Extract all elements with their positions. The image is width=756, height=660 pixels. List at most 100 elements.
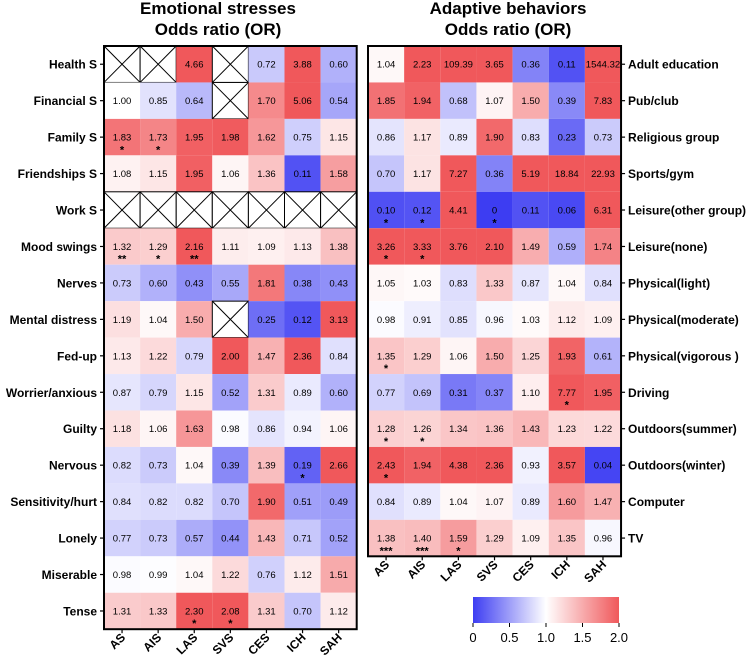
heatmap-cell <box>440 155 477 192</box>
heatmap-cell <box>320 337 357 375</box>
cell-value: 1.38 <box>329 242 348 253</box>
heatmap-cell <box>248 410 285 447</box>
cell-value: 3.57 <box>558 461 577 472</box>
cell-value: 0.37 <box>485 388 504 399</box>
cell-value: 1.04 <box>558 278 577 289</box>
cross-line <box>211 300 249 338</box>
cross-line <box>103 191 141 229</box>
heatmap-cell <box>440 301 477 338</box>
heatmap-cell <box>176 519 213 557</box>
cross-line <box>211 82 249 120</box>
cell-value: 4.38 <box>449 461 468 472</box>
cell-value: 1.15 <box>329 133 348 144</box>
heatmap-cell <box>248 374 285 411</box>
heatmap-cell <box>176 118 213 156</box>
cell-value: 0.70 <box>377 169 396 180</box>
cell-value: 1.13 <box>293 242 312 253</box>
cell-value: 1.03 <box>413 278 432 289</box>
heatmap-cell <box>584 82 622 119</box>
row-label: Religious group <box>628 131 719 145</box>
row-label: Leisure(none) <box>628 240 707 254</box>
heatmap-cell <box>512 483 549 520</box>
cell-value: 3.76 <box>449 242 468 253</box>
heatmap-cell <box>212 592 249 630</box>
cell-value: 5.06 <box>293 96 312 107</box>
cell-value: 0.84 <box>113 497 132 508</box>
cell-value: 1.12 <box>558 315 577 326</box>
cell-value: 1.81 <box>257 278 276 289</box>
column-label: LAS <box>174 630 201 657</box>
heatmap-cell <box>104 155 141 192</box>
cell-value: 0.85 <box>449 315 468 326</box>
significance-stars: * <box>565 400 570 412</box>
significance-stars: *** <box>416 545 430 557</box>
column-label: ICH <box>284 630 309 655</box>
row-label: Pub/club <box>628 94 679 108</box>
heatmap-cell <box>476 118 513 156</box>
heatmap-cell <box>440 483 477 520</box>
cell-value: 18.84 <box>555 169 579 180</box>
heatmap-cell <box>476 191 513 229</box>
heatmap-cell <box>284 264 321 302</box>
cell-value: 0.96 <box>485 315 504 326</box>
heatmap-cell <box>404 82 441 119</box>
cell-value: 0.54 <box>329 96 348 107</box>
cell-value: 1.25 <box>521 351 540 362</box>
significance-stars: * <box>120 144 125 156</box>
cell-value: 2.36 <box>293 351 312 362</box>
heatmap-cell <box>320 446 357 484</box>
cell-value: 0.31 <box>449 388 468 399</box>
heatmap-cell <box>284 228 321 265</box>
heatmap-cell <box>284 410 321 447</box>
cell-value: 1.00 <box>113 96 132 107</box>
cell-value: 0.10 <box>377 206 396 217</box>
cell-value: 1.07 <box>485 497 504 508</box>
cell-value: 2.36 <box>485 461 504 472</box>
row-label: Physical(moderate) <box>628 313 739 327</box>
heatmap-cell <box>104 446 141 484</box>
heatmap-cell <box>212 519 249 557</box>
cell-value: 0.72 <box>257 60 276 71</box>
cell-value: 1.47 <box>257 351 276 362</box>
heatmap-cell <box>212 264 249 302</box>
column-label: SVS <box>210 630 237 657</box>
cell-value: 1.32 <box>113 242 132 253</box>
heatmap-cell <box>140 337 177 375</box>
cell-value: 2.43 <box>377 461 396 472</box>
significance-stars: * <box>384 217 389 229</box>
heatmap-cell <box>104 374 141 411</box>
colorbar-tick-label: 2.0 <box>610 630 628 645</box>
cell-value: 0.76 <box>257 570 276 581</box>
row-label: Leisure(other group) <box>628 204 746 218</box>
cell-value: 1.40 <box>413 534 432 545</box>
heatmap-cell <box>548 82 585 119</box>
heatmap-cell <box>212 483 249 520</box>
heatmap-cell <box>104 519 141 557</box>
heatmap-cell <box>404 118 441 156</box>
heatmap-cell <box>368 191 405 229</box>
heatmap-cell <box>512 155 549 192</box>
cell-value: 0.43 <box>185 278 204 289</box>
heatmap-cell <box>368 337 405 375</box>
cell-value: 2.23 <box>413 60 432 71</box>
cell-value: 1.50 <box>185 315 204 326</box>
cell-value: 1.60 <box>558 497 577 508</box>
heatmap-cell <box>548 228 585 265</box>
heatmap-cell <box>176 374 213 411</box>
heatmap-cell <box>284 519 321 557</box>
heatmap-cell <box>248 446 285 484</box>
significance-stars: * <box>384 363 389 375</box>
cell-value: 0.87 <box>521 278 540 289</box>
cell-value: 0.61 <box>594 351 613 362</box>
cell-value: 0.94 <box>293 424 312 435</box>
cell-value: 1.09 <box>521 534 540 545</box>
heatmap-cell <box>104 410 141 447</box>
cross-line <box>284 191 321 229</box>
heatmap-cell <box>248 483 285 520</box>
colorbar-tick-label: 1.5 <box>573 630 591 645</box>
row-label: Outdoors(summer) <box>628 422 737 436</box>
heatmap-cell <box>248 264 285 302</box>
significance-stars: * <box>492 217 497 229</box>
heatmap-cell <box>140 592 177 630</box>
